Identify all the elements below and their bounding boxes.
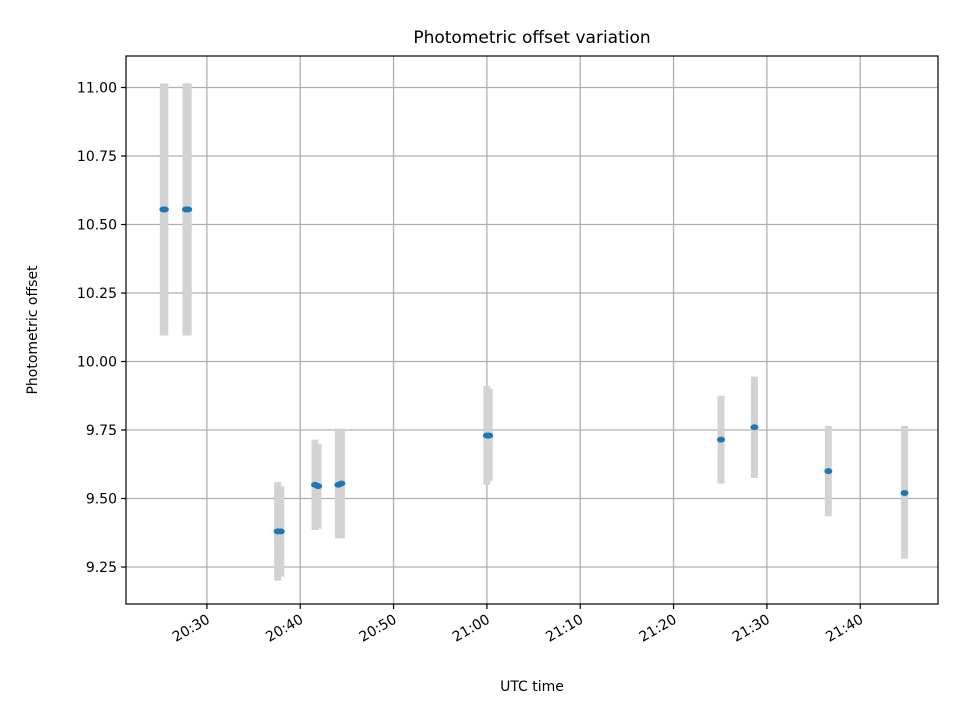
- y-tick-label: 10.25: [77, 286, 117, 302]
- y-tick-label: 10.00: [77, 355, 117, 371]
- y-tick-label: 9.25: [86, 560, 117, 576]
- data-point: [314, 483, 323, 490]
- x-axis-label: UTC time: [500, 679, 564, 695]
- data-point: [750, 424, 759, 431]
- data-point: [717, 436, 725, 443]
- y-axis-label: Photometric offset: [25, 265, 41, 395]
- grid-lines: [126, 56, 938, 604]
- data-point: [900, 490, 909, 497]
- data-point: [276, 528, 285, 535]
- plot-frame: [125, 55, 939, 605]
- y-axis-ticks: 9.25 9.50 9.75 10.00 10.25 10.50 10.75 11.00: [77, 81, 126, 576]
- data-point: [485, 432, 494, 439]
- y-tick-label: 10.75: [77, 149, 117, 165]
- y-tick-label: 11.00: [77, 81, 117, 97]
- y-tick-label: 10.50: [77, 218, 117, 234]
- data-point: [184, 206, 193, 213]
- data-points: [159, 206, 909, 535]
- data-point: [824, 468, 833, 475]
- y-tick-label: 9.75: [86, 423, 117, 439]
- chart-title: Photometric offset variation: [413, 28, 650, 48]
- data-point: [337, 480, 346, 487]
- y-tick-label: 9.50: [86, 492, 117, 508]
- data-point: [160, 206, 169, 213]
